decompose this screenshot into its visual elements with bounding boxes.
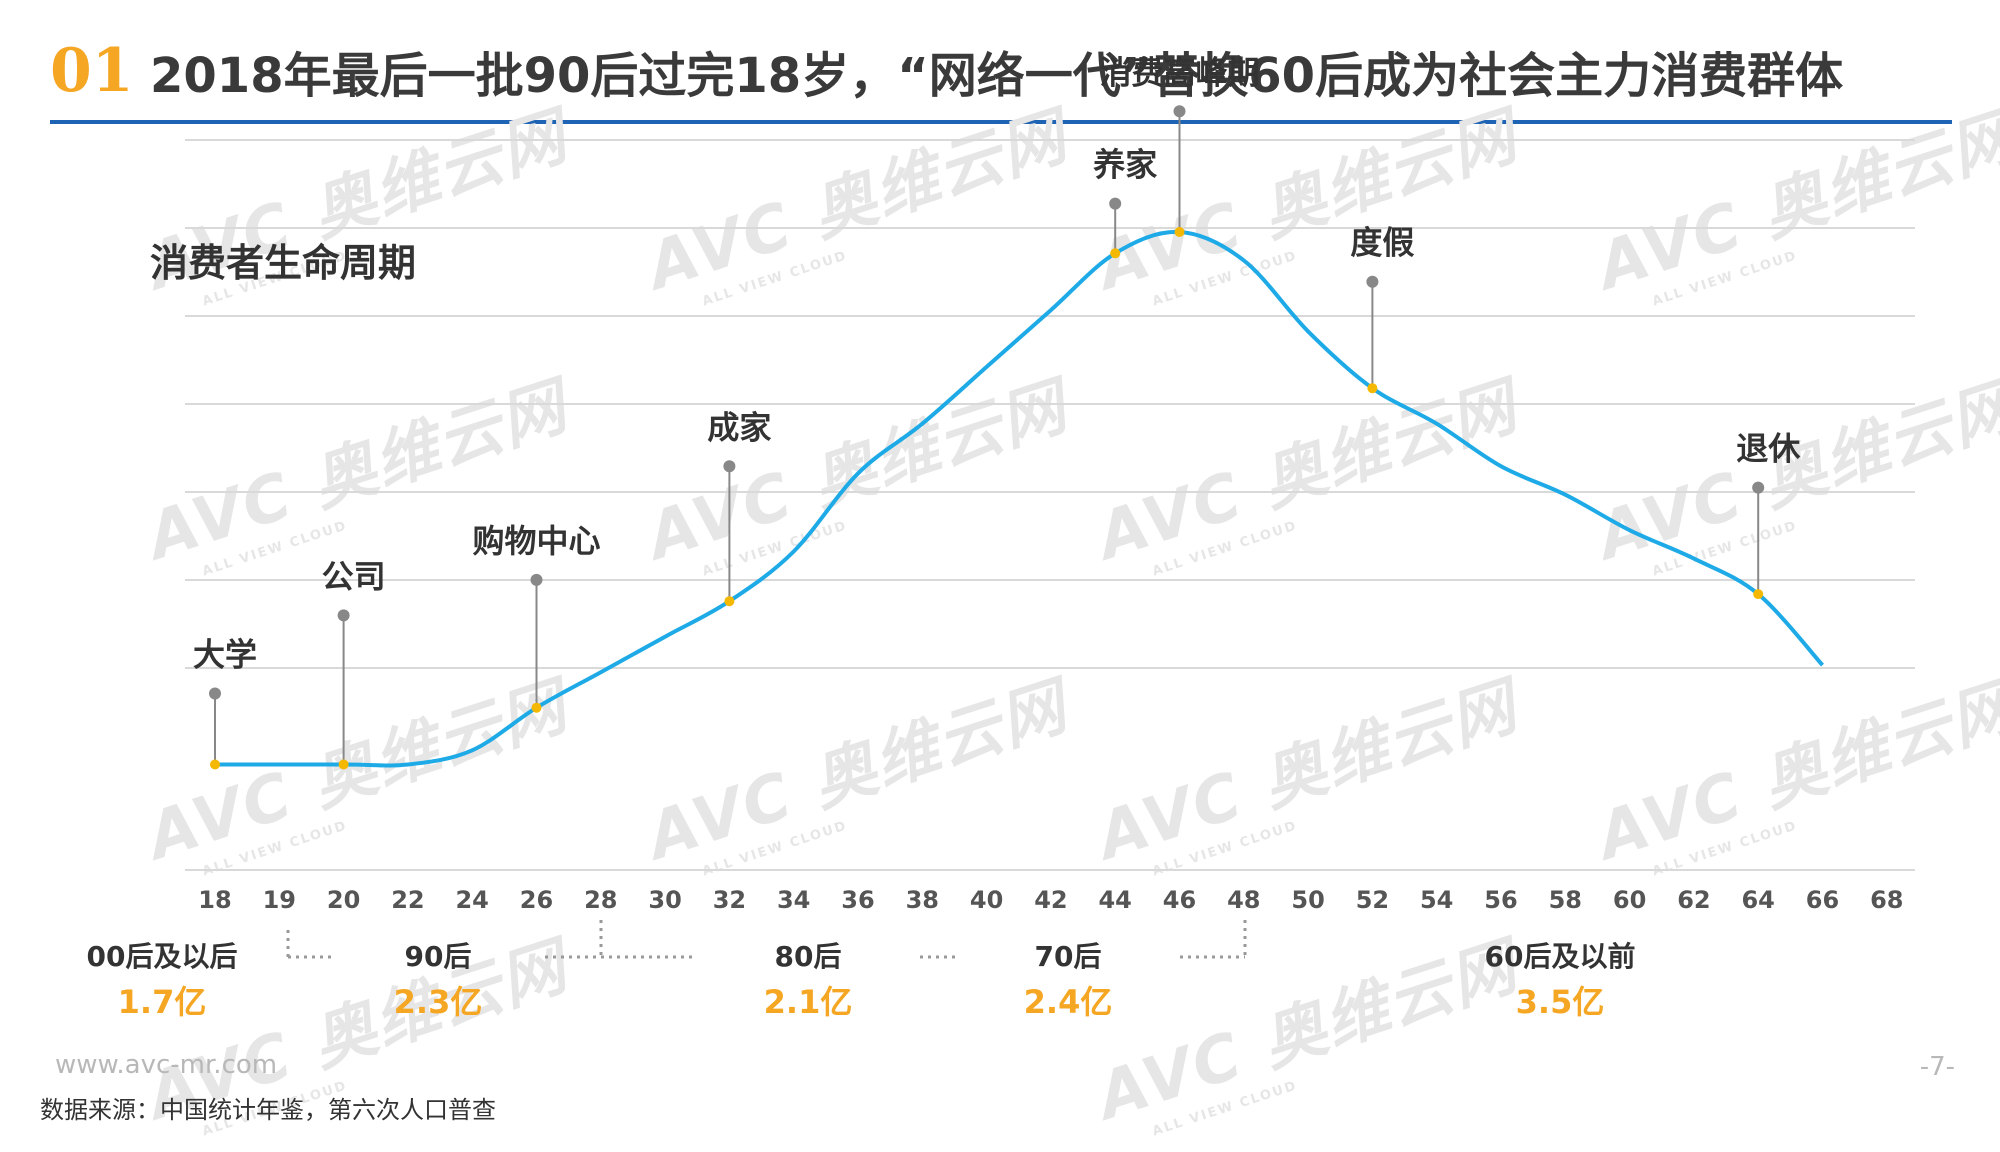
x-tick-label: 18 — [198, 886, 231, 914]
data-point — [1367, 383, 1378, 394]
annotation-label: 大学 — [193, 636, 257, 674]
generation-population: 2.1亿 — [763, 983, 853, 1021]
slide-title: 2018年最后一批90后过完18岁，“网络一代”替换60后成为社会主力消费群体 — [150, 48, 1844, 104]
generation-name: 60后及以前 — [1484, 940, 1636, 973]
x-tick-label: 60 — [1613, 886, 1646, 914]
x-tick-label: 50 — [1291, 886, 1324, 914]
consumption-curve — [215, 229, 1824, 768]
x-tick-label: 64 — [1741, 886, 1774, 914]
x-tick-label: 28 — [584, 886, 617, 914]
x-tick-label: 22 — [391, 886, 424, 914]
annotation-cap — [337, 609, 350, 622]
annotation-label: 度假 — [1350, 224, 1414, 262]
generation-population: 3.5亿 — [1515, 983, 1605, 1021]
x-tick-label: 52 — [1356, 886, 1389, 914]
generation-population: 1.7亿 — [117, 983, 207, 1021]
annotation-cap — [1752, 481, 1765, 494]
annotation-cap — [723, 460, 736, 473]
section-number: 01 — [50, 36, 134, 106]
header-rule — [50, 120, 1952, 124]
x-tick-label: 26 — [520, 886, 553, 914]
x-tick-label: 19 — [263, 886, 296, 914]
x-tick-label: 56 — [1484, 886, 1517, 914]
slide-header: 01 2018年最后一批90后过完18岁，“网络一代”替换60后成为社会主力消费… — [50, 30, 1950, 110]
x-tick-label: 68 — [1870, 886, 1903, 914]
x-tick-label: 36 — [841, 886, 874, 914]
annotation-cap — [1109, 197, 1122, 210]
data-point — [724, 596, 735, 607]
x-tick-label: 54 — [1420, 886, 1453, 914]
x-tick-label: 30 — [648, 886, 681, 914]
annotation-cap — [209, 687, 221, 700]
generation-group: 90后 2.3亿 — [338, 935, 538, 1023]
x-tick-label: 58 — [1549, 886, 1582, 914]
generation-group: 60后及以前 3.5亿 — [1460, 935, 1660, 1023]
data-point — [338, 759, 349, 770]
x-tick-label: 66 — [1806, 886, 1839, 914]
lifecycle-chart: 18 19 20 22 24 26 28 30 32 34 36 38 40 42 44 46 48 50 52 54… — [185, 53, 1915, 959]
footer-url: www.avc-mr.com — [55, 1050, 278, 1080]
generation-name: 70后 — [1034, 940, 1102, 973]
chart-subtitle: 消费者生命周期 — [150, 241, 417, 285]
annotation-label: 成家 — [707, 408, 771, 446]
data-point — [1110, 248, 1121, 259]
x-tick-label: 20 — [327, 886, 360, 914]
generation-name: 00后及以后 — [86, 940, 238, 973]
x-tick-label: 48 — [1227, 886, 1260, 914]
data-source: 数据来源：中国统计年鉴，第六次人口普查 — [40, 1096, 496, 1124]
generation-population: 2.3亿 — [393, 983, 483, 1021]
generation-name: 90后 — [404, 940, 472, 973]
generation-group: 00后及以后 1.7亿 — [62, 935, 262, 1023]
x-tick-label: 44 — [1098, 886, 1131, 914]
generation-group: 80后 2.1亿 — [708, 935, 908, 1023]
x-tick-label: 40 — [970, 886, 1003, 914]
annotation-cap — [1366, 275, 1379, 288]
x-tick-label: 46 — [1163, 886, 1196, 914]
x-tick-label: 38 — [906, 886, 939, 914]
data-point — [210, 759, 220, 770]
annotation-label: 购物中心 — [472, 522, 600, 560]
annotation-label: 消费高峰期 — [1099, 53, 1259, 91]
annotation-cap — [530, 573, 543, 586]
data-point — [1174, 227, 1185, 237]
data-point — [1753, 589, 1764, 600]
annotation-label: 养家 — [1093, 146, 1157, 184]
generation-group: 70后 2.4亿 — [968, 935, 1168, 1023]
x-tick-label: 24 — [455, 886, 488, 914]
annotation-cap — [1173, 105, 1186, 118]
x-tick-label: 62 — [1677, 886, 1710, 914]
generation-name: 80后 — [774, 940, 842, 973]
generation-population: 2.4亿 — [1023, 983, 1113, 1021]
annotation-label: 退休 — [1736, 430, 1801, 468]
x-tick-label: 32 — [713, 886, 746, 914]
x-tick-label: 42 — [1034, 886, 1067, 914]
page-number: -7- — [1919, 1052, 1955, 1082]
annotation-label: 公司 — [322, 557, 386, 595]
x-tick-label: 34 — [777, 886, 810, 914]
data-point — [531, 702, 542, 713]
